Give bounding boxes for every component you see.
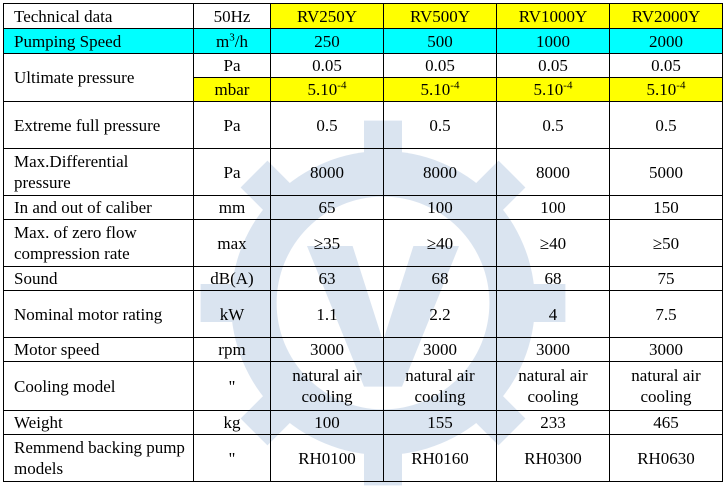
row-label: Remmend backing pump models: [3, 434, 194, 482]
row-value: 8000: [496, 148, 610, 196]
row-value: RH0630: [609, 434, 723, 482]
row-value: 3000: [609, 337, 723, 362]
row-label: Cooling model: [3, 361, 194, 411]
row-value: 75: [609, 266, 723, 291]
row-value: 2000: [609, 28, 723, 54]
row-value: 5000: [609, 148, 723, 196]
row-value: 5.10-4: [496, 77, 610, 102]
row-value: 1.1: [270, 290, 384, 338]
row-unit: mbar: [193, 77, 271, 102]
row-unit: kg: [193, 410, 271, 435]
row-value: ≥50: [609, 219, 723, 267]
row-unit: Pa: [193, 101, 271, 149]
pumping-speed-row: Pumping Speed m3/h 250 500 1000 2000: [3, 28, 723, 54]
compression-rate-row: Max. of zero flow compression rate max ≥…: [3, 219, 723, 267]
row-label: Max.Differential pressure: [3, 148, 194, 196]
row-value: 0.05: [383, 53, 497, 78]
row-unit: rpm: [193, 337, 271, 362]
row-value: 100: [496, 195, 610, 220]
row-value: 4: [496, 290, 610, 338]
row-value: RH0300: [496, 434, 610, 482]
row-unit: ": [193, 361, 271, 411]
header-label: Technical data: [3, 3, 194, 29]
row-unit: dB(A): [193, 266, 271, 291]
header-unit: 50Hz: [193, 3, 271, 29]
row-unit: mm: [193, 195, 271, 220]
row-value: 233: [496, 410, 610, 435]
row-value: 0.05: [270, 53, 384, 78]
row-label: Ultimate pressure: [3, 53, 194, 102]
row-value: 3000: [383, 337, 497, 362]
row-value: 465: [609, 410, 723, 435]
row-value: 8000: [383, 148, 497, 196]
cooling-model-row: Cooling model " natural air cooling natu…: [3, 361, 723, 411]
row-value: 0.05: [609, 53, 723, 78]
model-header: RV500Y: [383, 3, 497, 29]
row-value: 155: [383, 410, 497, 435]
row-unit: m3/h: [193, 28, 271, 54]
model-header: RV2000Y: [609, 3, 723, 29]
row-value: 2.2: [383, 290, 497, 338]
caliber-row: In and out of caliber mm 65 100 100 150: [3, 195, 723, 220]
motor-speed-row: Motor speed rpm 3000 3000 3000 3000: [3, 337, 723, 362]
row-value: natural air cooling: [609, 361, 723, 411]
row-value: ≥40: [383, 219, 497, 267]
row-label: In and out of caliber: [3, 195, 194, 220]
backing-pump-row: Remmend backing pump models " RH0100 RH0…: [3, 434, 723, 482]
header-row: Technical data 50Hz RV250Y RV500Y RV1000…: [3, 3, 723, 29]
row-label: Pumping Speed: [3, 28, 194, 54]
row-label: Extreme full pressure: [3, 101, 194, 149]
row-value: 250: [270, 28, 384, 54]
model-header: RV250Y: [270, 3, 384, 29]
extreme-full-pressure-row: Extreme full pressure Pa 0.5 0.5 0.5 0.5: [3, 101, 723, 149]
row-value: 8000: [270, 148, 384, 196]
row-unit: Pa: [193, 53, 271, 78]
row-value: natural air cooling: [270, 361, 384, 411]
row-value: 5.10-4: [609, 77, 723, 102]
motor-rating-row: Nominal motor rating kW 1.1 2.2 4 7.5: [3, 290, 723, 338]
row-value: 0.5: [383, 101, 497, 149]
row-label: Sound: [3, 266, 194, 291]
row-value: 0.5: [270, 101, 384, 149]
row-value: 1000: [496, 28, 610, 54]
max-differential-pressure-row: Max.Differential pressure Pa 8000 8000 8…: [3, 148, 723, 196]
row-value: 100: [270, 410, 384, 435]
model-header: RV1000Y: [496, 3, 610, 29]
row-value: natural air cooling: [383, 361, 497, 411]
technical-data-table: Technical data 50Hz RV250Y RV500Y RV1000…: [3, 3, 723, 482]
row-label: Nominal motor rating: [3, 290, 194, 338]
row-value: ≥35: [270, 219, 384, 267]
row-value: 100: [383, 195, 497, 220]
row-label: Max. of zero flow compression rate: [3, 219, 194, 267]
row-unit: kW: [193, 290, 271, 338]
row-value: 7.5: [609, 290, 723, 338]
spec-sheet: Technical data 50Hz RV250Y RV500Y RV1000…: [3, 3, 723, 486]
row-unit: ": [193, 434, 271, 482]
row-value: 0.5: [496, 101, 610, 149]
row-value: 150: [609, 195, 723, 220]
ultimate-pressure-row: Ultimate pressure Pa 0.05 0.05 0.05 0.05: [3, 53, 723, 102]
row-value: 5.10-4: [270, 77, 384, 102]
row-value: 3000: [496, 337, 610, 362]
row-value: 65: [270, 195, 384, 220]
row-value: 68: [496, 266, 610, 291]
row-value: 5.10-4: [383, 77, 497, 102]
row-value: natural air cooling: [496, 361, 610, 411]
row-value: ≥40: [496, 219, 610, 267]
row-value: 500: [383, 28, 497, 54]
ultimate-pressure-mbar-row: mbar 5.10-4 5.10-4 5.10-4 5.10-4: [4, 77, 723, 102]
row-value: 63: [270, 266, 384, 291]
row-value: 3000: [270, 337, 384, 362]
row-unit: Pa: [193, 148, 271, 196]
row-value: RH0100: [270, 434, 384, 482]
row-unit: max: [193, 219, 271, 267]
row-value: 0.5: [609, 101, 723, 149]
row-value: RH0160: [383, 434, 497, 482]
row-label: Weight: [3, 410, 194, 435]
row-label: Motor speed: [3, 337, 194, 362]
row-value: 68: [383, 266, 497, 291]
weight-row: Weight kg 100 155 233 465: [3, 410, 723, 435]
row-value: 0.05: [496, 53, 610, 78]
sound-row: Sound dB(A) 63 68 68 75: [3, 266, 723, 291]
